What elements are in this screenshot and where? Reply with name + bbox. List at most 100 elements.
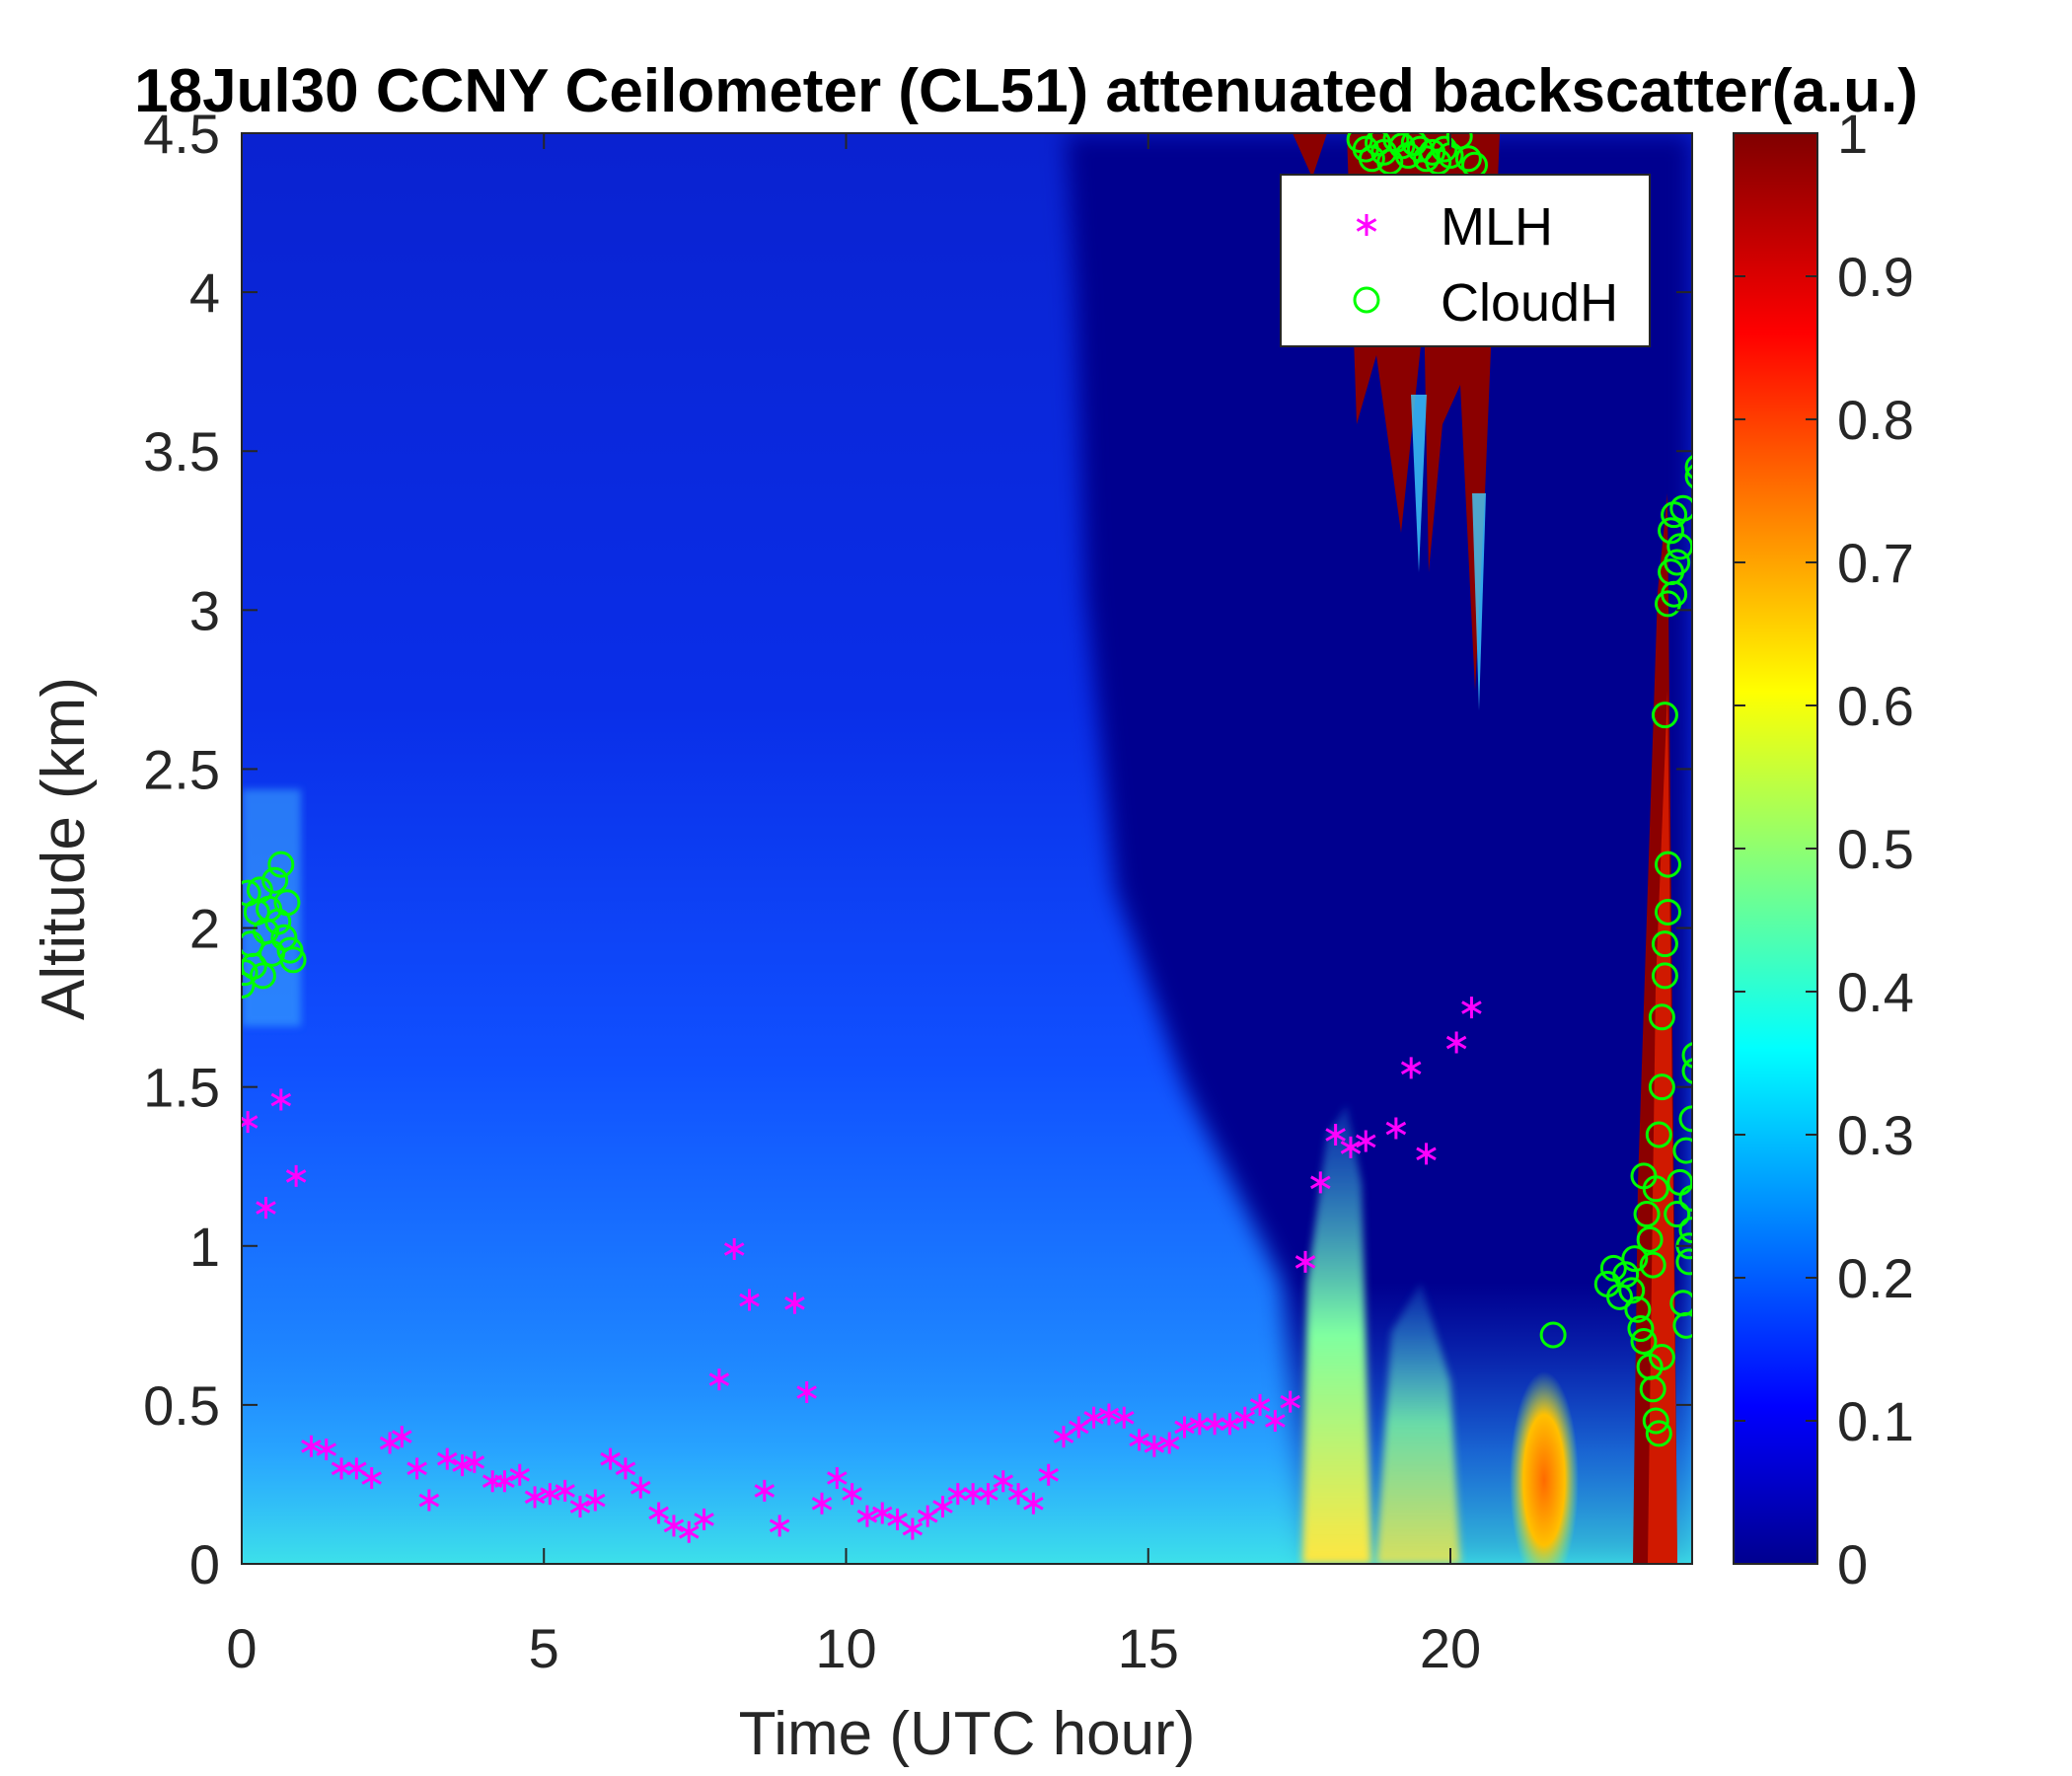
cloudh-point	[1678, 1105, 1692, 1133]
legend-mlh-marker	[1356, 214, 1377, 236]
y-axis-title: Altitude (km)	[30, 677, 98, 1020]
x-tick-label: 10	[815, 1617, 876, 1679]
cloudh-point	[1612, 1261, 1640, 1289]
y-tick-label: 4.5	[143, 103, 220, 165]
y-tick-label: 3	[189, 579, 220, 641]
legend: MLH CloudH	[1280, 174, 1651, 347]
colorbar-tick-label: 0.7	[1837, 532, 1914, 594]
mlh-point	[811, 1492, 833, 1515]
mlh-point	[1234, 1406, 1256, 1429]
colorbar-tick-label: 1	[1837, 103, 1868, 165]
legend-mlh-asterisk	[1356, 214, 1377, 236]
cloudh-point	[1639, 1375, 1666, 1403]
mlh-point	[1416, 1143, 1437, 1165]
mlh-point	[993, 1470, 1014, 1493]
cloudh-point	[1672, 1311, 1692, 1339]
cloudh-point	[1651, 930, 1678, 958]
cloudh-point	[249, 962, 276, 990]
mlh-point	[842, 1483, 862, 1506]
y-tick-label: 3.5	[143, 420, 220, 482]
mlh-point	[1113, 1406, 1135, 1429]
cloudh-point	[1618, 1277, 1646, 1304]
mlh-point	[754, 1479, 776, 1502]
mlh-point	[242, 1111, 259, 1134]
colorbar-tick-label: 0	[1837, 1533, 1868, 1595]
mlh-point	[418, 1489, 440, 1512]
cloudh-point	[270, 924, 298, 951]
mlh-point	[452, 1454, 473, 1477]
mlh-point	[509, 1463, 531, 1486]
mlh-point	[1461, 997, 1482, 1019]
mlh-point	[648, 1502, 669, 1524]
cloudh-series	[242, 133, 1692, 1447]
y-tick-label: 4	[189, 261, 220, 324]
cloudh-point	[1651, 962, 1678, 990]
mlh-point	[784, 1292, 805, 1314]
cloudh-point	[1684, 455, 1692, 480]
mlh-point	[555, 1479, 575, 1502]
cloudh-point	[1539, 1321, 1567, 1349]
mlh-point	[1385, 1117, 1407, 1140]
mlh-point	[739, 1289, 760, 1311]
mlh-point	[1249, 1393, 1271, 1416]
cloudh-point	[1648, 1003, 1675, 1031]
y-tick-label: 0	[189, 1533, 220, 1595]
legend-cloudh-marker	[1353, 286, 1380, 314]
mlh-point	[585, 1489, 606, 1512]
cloudh-point	[261, 866, 289, 894]
colorbar	[1733, 132, 1818, 1565]
legend-label-cloudh: CloudH	[1441, 273, 1618, 333]
colorbar-tick-label: 0.5	[1837, 818, 1914, 880]
cloudh-point	[1645, 1420, 1672, 1447]
colorbar-tick-label: 0.1	[1837, 1390, 1914, 1452]
mlh-point	[407, 1457, 427, 1480]
mlh-point	[856, 1505, 878, 1527]
mlh-point	[615, 1457, 636, 1480]
x-axis: 0 5 10 15 20	[226, 133, 1481, 1679]
mlh-point	[902, 1517, 924, 1540]
cloudh-point	[1627, 1315, 1655, 1343]
mlh-point	[464, 1450, 485, 1473]
mlh-point	[1265, 1410, 1286, 1432]
mlh-series	[242, 997, 1482, 1543]
colorbar-tick-label: 0.3	[1837, 1104, 1914, 1166]
y-axis: 0 0.5 1 1.5 2 2.5 3 3.5 4 4.5	[143, 103, 1692, 1595]
mlh-point	[1400, 1057, 1422, 1079]
mlh-point	[285, 1164, 307, 1187]
mlh-point	[436, 1447, 458, 1470]
cloudh-point	[279, 946, 307, 974]
x-tick-label: 5	[529, 1617, 559, 1679]
mlh-point	[694, 1508, 714, 1530]
mlh-point	[301, 1435, 322, 1457]
cloudh-point	[242, 952, 267, 980]
cloudh-point	[1642, 1175, 1669, 1203]
cloudh-point	[1642, 1407, 1669, 1435]
mlh-point	[1310, 1171, 1331, 1194]
cloudh-point	[1684, 464, 1692, 489]
cloudh-point	[1664, 1201, 1691, 1228]
cloudh-point	[1675, 1248, 1692, 1276]
colorbar-tick-label: 0.9	[1837, 246, 1914, 308]
mlh-point	[827, 1467, 848, 1489]
cloudh-point	[1655, 851, 1681, 878]
cloudh-point	[1672, 1137, 1692, 1164]
mlh-point	[1174, 1416, 1195, 1439]
mlh-point	[1340, 1136, 1362, 1158]
x-tick-label: 0	[226, 1617, 257, 1679]
cloudh-point	[242, 972, 256, 999]
cloudh-point	[1445, 133, 1473, 150]
cloudh-point	[1636, 1225, 1664, 1253]
heatmap-field	[242, 133, 1692, 1564]
cloudh-point	[1639, 1251, 1666, 1279]
mlh-point	[1280, 1390, 1300, 1413]
mlh-point	[540, 1483, 560, 1506]
mlh-point	[494, 1470, 515, 1493]
y-tick-label: 0.5	[143, 1374, 220, 1437]
colorbar-tick-label: 0.6	[1837, 675, 1914, 737]
colorbar-axis: 0 0.1 0.2 0.3 0.4 0.5 0.6 0.7 0.8 0.9 1	[1734, 103, 1914, 1595]
mlh-point	[1144, 1435, 1165, 1457]
mlh-point	[270, 1088, 292, 1111]
cloudh-point	[1624, 1295, 1652, 1323]
mlh-point	[1325, 1124, 1346, 1146]
